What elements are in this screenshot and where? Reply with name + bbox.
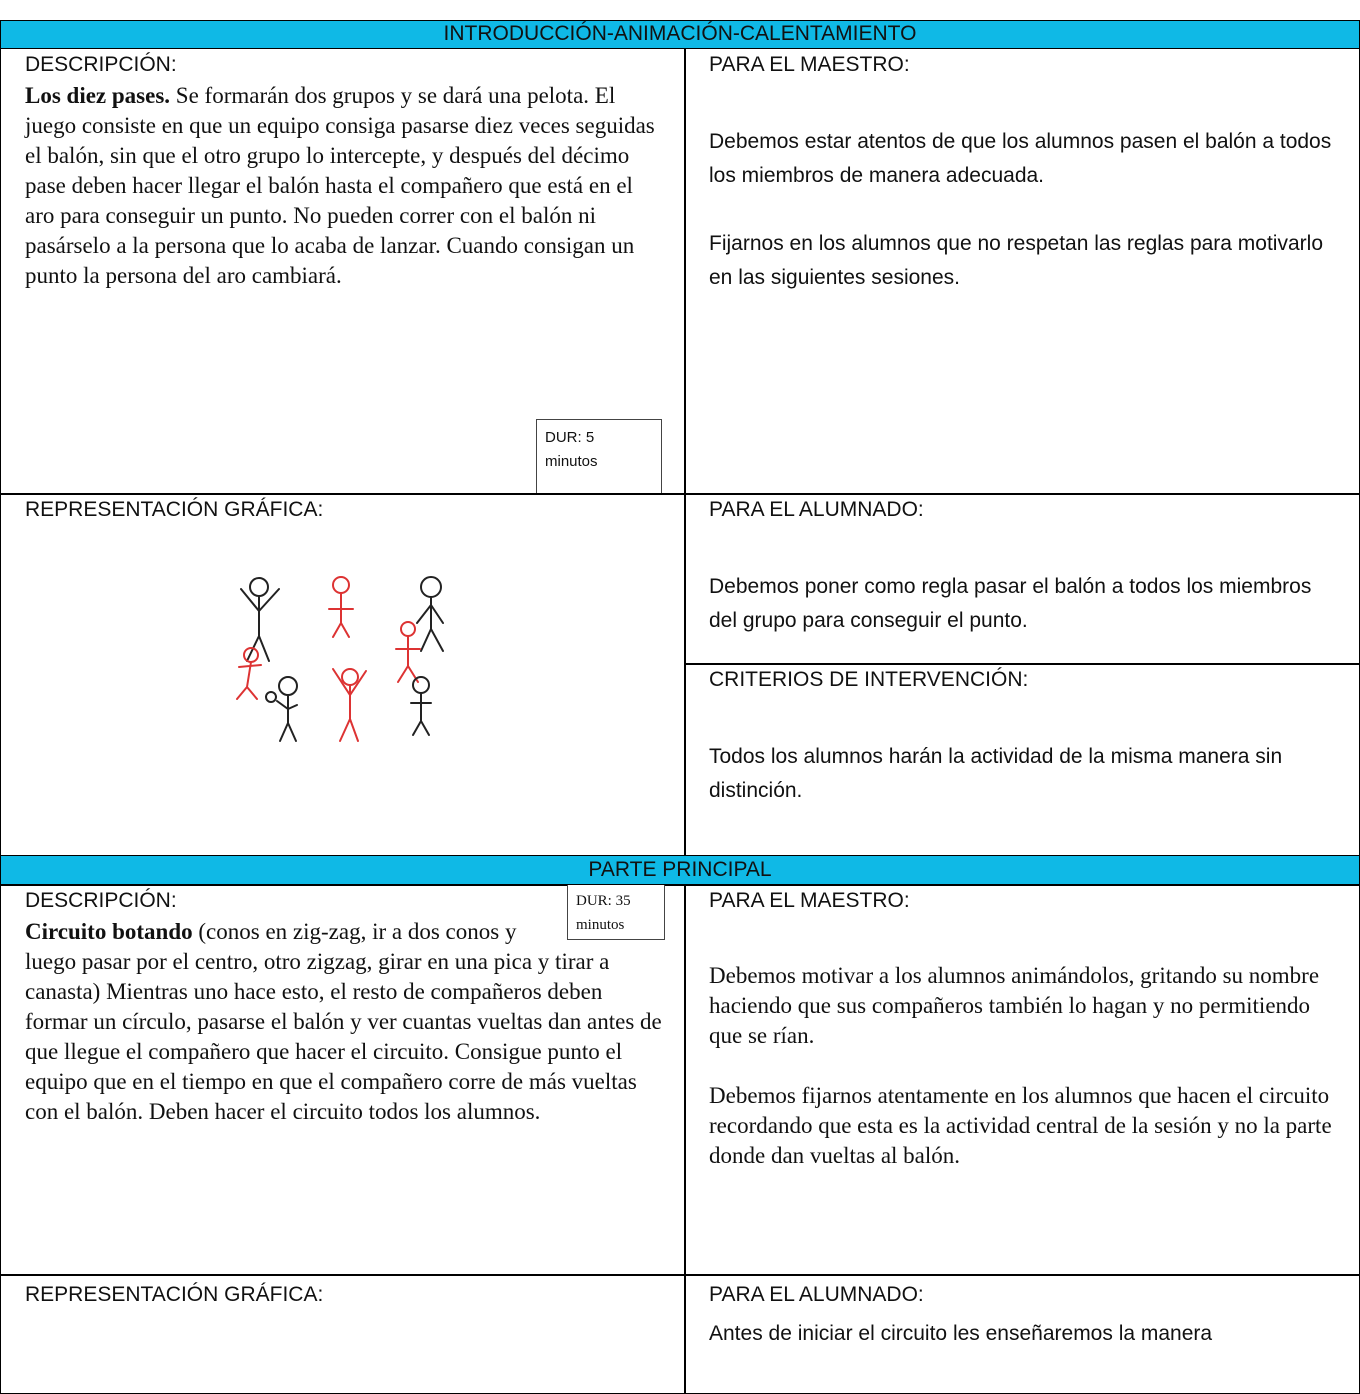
criteria-cell: CRITERIOS DE INTERVENCIÓN: Todos los alu… [684, 663, 1360, 857]
label: DESCRIPCIÓN: [25, 53, 177, 76]
students-cell: PARA EL ALUMNADO: Antes de iniciar el ci… [684, 1274, 1360, 1394]
label: REPRESENTACIÓN GRÁFICA: [25, 1283, 324, 1306]
page: INTRODUCCIÓN-ANIMACIÓN-CALENTAMIENTO DES… [0, 20, 1360, 1394]
duration-unit: minutos [545, 453, 598, 470]
paragraph: Fijarnos en los alumnos que no respetan … [709, 232, 1323, 289]
teacher-notes: Debemos motivar a los alumnos animándolo… [709, 961, 1341, 1171]
graphic-cell: REPRESENTACIÓN GRÁFICA: [0, 493, 686, 857]
teacher-cell: PARA EL MAESTRO: Debemos motivar a los a… [684, 884, 1360, 1276]
paragraph: Todos los alumnos harán la actividad de … [709, 745, 1283, 802]
stick-figures [236, 576, 444, 742]
label: DESCRIPCIÓN: [25, 889, 177, 912]
paragraph: Debemos motivar a los alumnos animándolo… [709, 963, 1320, 1048]
label: PARA EL MAESTRO: [709, 889, 910, 912]
teacher-notes: Debemos estar atentos de que los alumnos… [709, 125, 1341, 295]
teacher-cell: PARA EL MAESTRO: Debemos estar atentos d… [684, 48, 1360, 495]
label: REPRESENTACIÓN GRÁFICA: [25, 498, 324, 521]
description-text: (conos en zig-zag, ir a dos conos y lueg… [25, 919, 662, 1124]
label: PARA EL ALUMNADO: [709, 1283, 924, 1306]
label: CRITERIOS DE INTERVENCIÓN: [709, 668, 1029, 691]
section-header: PARTE PRINCIPAL [0, 855, 1360, 886]
label: PARA EL ALUMNADO: [709, 498, 924, 521]
paragraph: Debemos poner como regla pasar el balón … [709, 575, 1312, 632]
criteria-notes: Todos los alumnos harán la actividad de … [709, 740, 1341, 808]
duration: DUR: 35 [576, 893, 631, 909]
activity-name: Circuito botando [25, 919, 193, 944]
description-text: Se formarán dos grupos y se dará una pel… [25, 83, 655, 288]
description: DUR: 35 minutos Circuito botando (conos en… [25, 885, 667, 1127]
label: PARA EL MAESTRO: [709, 53, 910, 76]
paragraph: Antes de iniciar el circuito les enseñar… [709, 1322, 1213, 1345]
paragraph: Debemos estar atentos de que los alumnos… [709, 130, 1332, 187]
students-cell: PARA EL ALUMNADO: Debemos poner como reg… [684, 493, 1360, 665]
duration-box: DUR: 5 minutos [536, 419, 662, 494]
description-cell: DESCRIPCIÓN: DUR: 35 minutos Circuito bot… [0, 884, 686, 1276]
activity-name: Los diez pases. [25, 83, 171, 108]
graphic-cell: REPRESENTACIÓN GRÁFICA: [0, 1274, 686, 1394]
description-cell: DESCRIPCIÓN: Los diez pases. Se formarán … [0, 48, 686, 495]
duration-box: DUR: 35 minutos [567, 885, 665, 940]
duration-unit: minutos [576, 917, 625, 933]
duration: DUR: 5 [545, 429, 595, 446]
description: Los diez pases. Se formarán dos grupos y … [25, 81, 667, 291]
students-notes: Antes de iniciar el circuito les enseñar… [709, 1317, 1341, 1351]
students-notes: Debemos poner como regla pasar el balón … [709, 570, 1341, 638]
section-header: INTRODUCCIÓN-ANIMACIÓN-CALENTAMIENTO [0, 20, 1360, 49]
paragraph: Debemos fijarnos atentamente en los alum… [709, 1083, 1332, 1168]
